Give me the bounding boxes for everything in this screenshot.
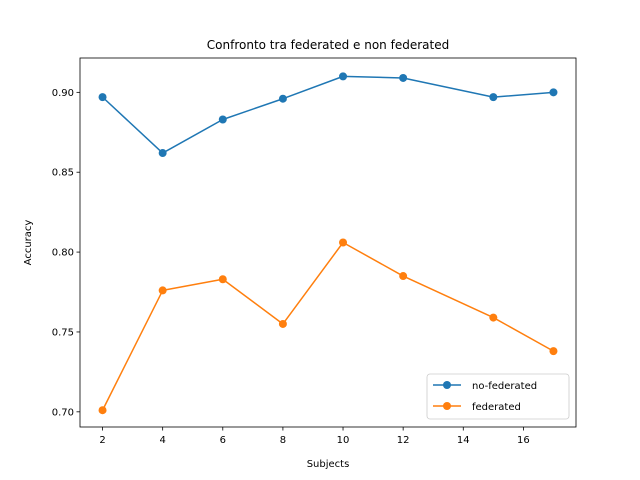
series-line-federated [101,241,554,411]
x-tick-label: 4 [159,435,165,446]
data-point-no-federated [158,149,167,158]
data-point-no-federated [489,93,498,102]
x-tick-label: 8 [280,435,286,446]
legend-marker-no-federated [443,381,451,389]
x-tick-label: 14 [457,435,470,446]
data-point-federated [158,286,167,295]
plot-area: 2 4 6 8 10 12 14 16 0.70 0.75 0.80 0.85 0.90 [52,72,558,446]
x-tick-label: 16 [517,435,530,446]
data-point-no-federated [549,88,558,97]
legend-label: federated [472,402,521,413]
y-tick-label: 0.90 [52,88,74,99]
legend: no-federated federated [426,373,570,420]
legend-marker-federated [443,402,451,410]
x-axis-label: Subjects [307,459,350,470]
series-line-no-federated [102,75,554,154]
y-tick-label: 0.70 [52,407,74,418]
data-point-federated [399,272,408,281]
data-point-no-federated [278,94,287,103]
y-axis-label: Accuracy [23,220,34,266]
y-tick-label: 0.85 [52,168,74,179]
x-tick-label: 6 [220,435,226,446]
x-tick-label: 12 [397,435,410,446]
x-tick-label: 2 [99,435,105,446]
data-point-federated [98,406,107,415]
y-tick-label: 0.75 [52,327,74,338]
data-point-no-federated [339,72,348,81]
data-point-federated [278,319,287,328]
chart-title: Confronto tra federated e non federated [207,38,449,52]
data-point-federated [489,313,498,322]
x-tick-label: 10 [337,435,350,446]
data-point-federated [218,275,227,284]
data-point-federated [549,347,558,356]
data-point-federated [339,238,348,247]
legend-label: no-federated [472,381,537,392]
legend-box [426,373,570,420]
data-point-no-federated [218,115,227,124]
y-tick-label: 0.80 [52,248,74,259]
data-point-no-federated [98,93,107,102]
axes-frame [79,57,577,428]
data-point-no-federated [399,73,408,82]
